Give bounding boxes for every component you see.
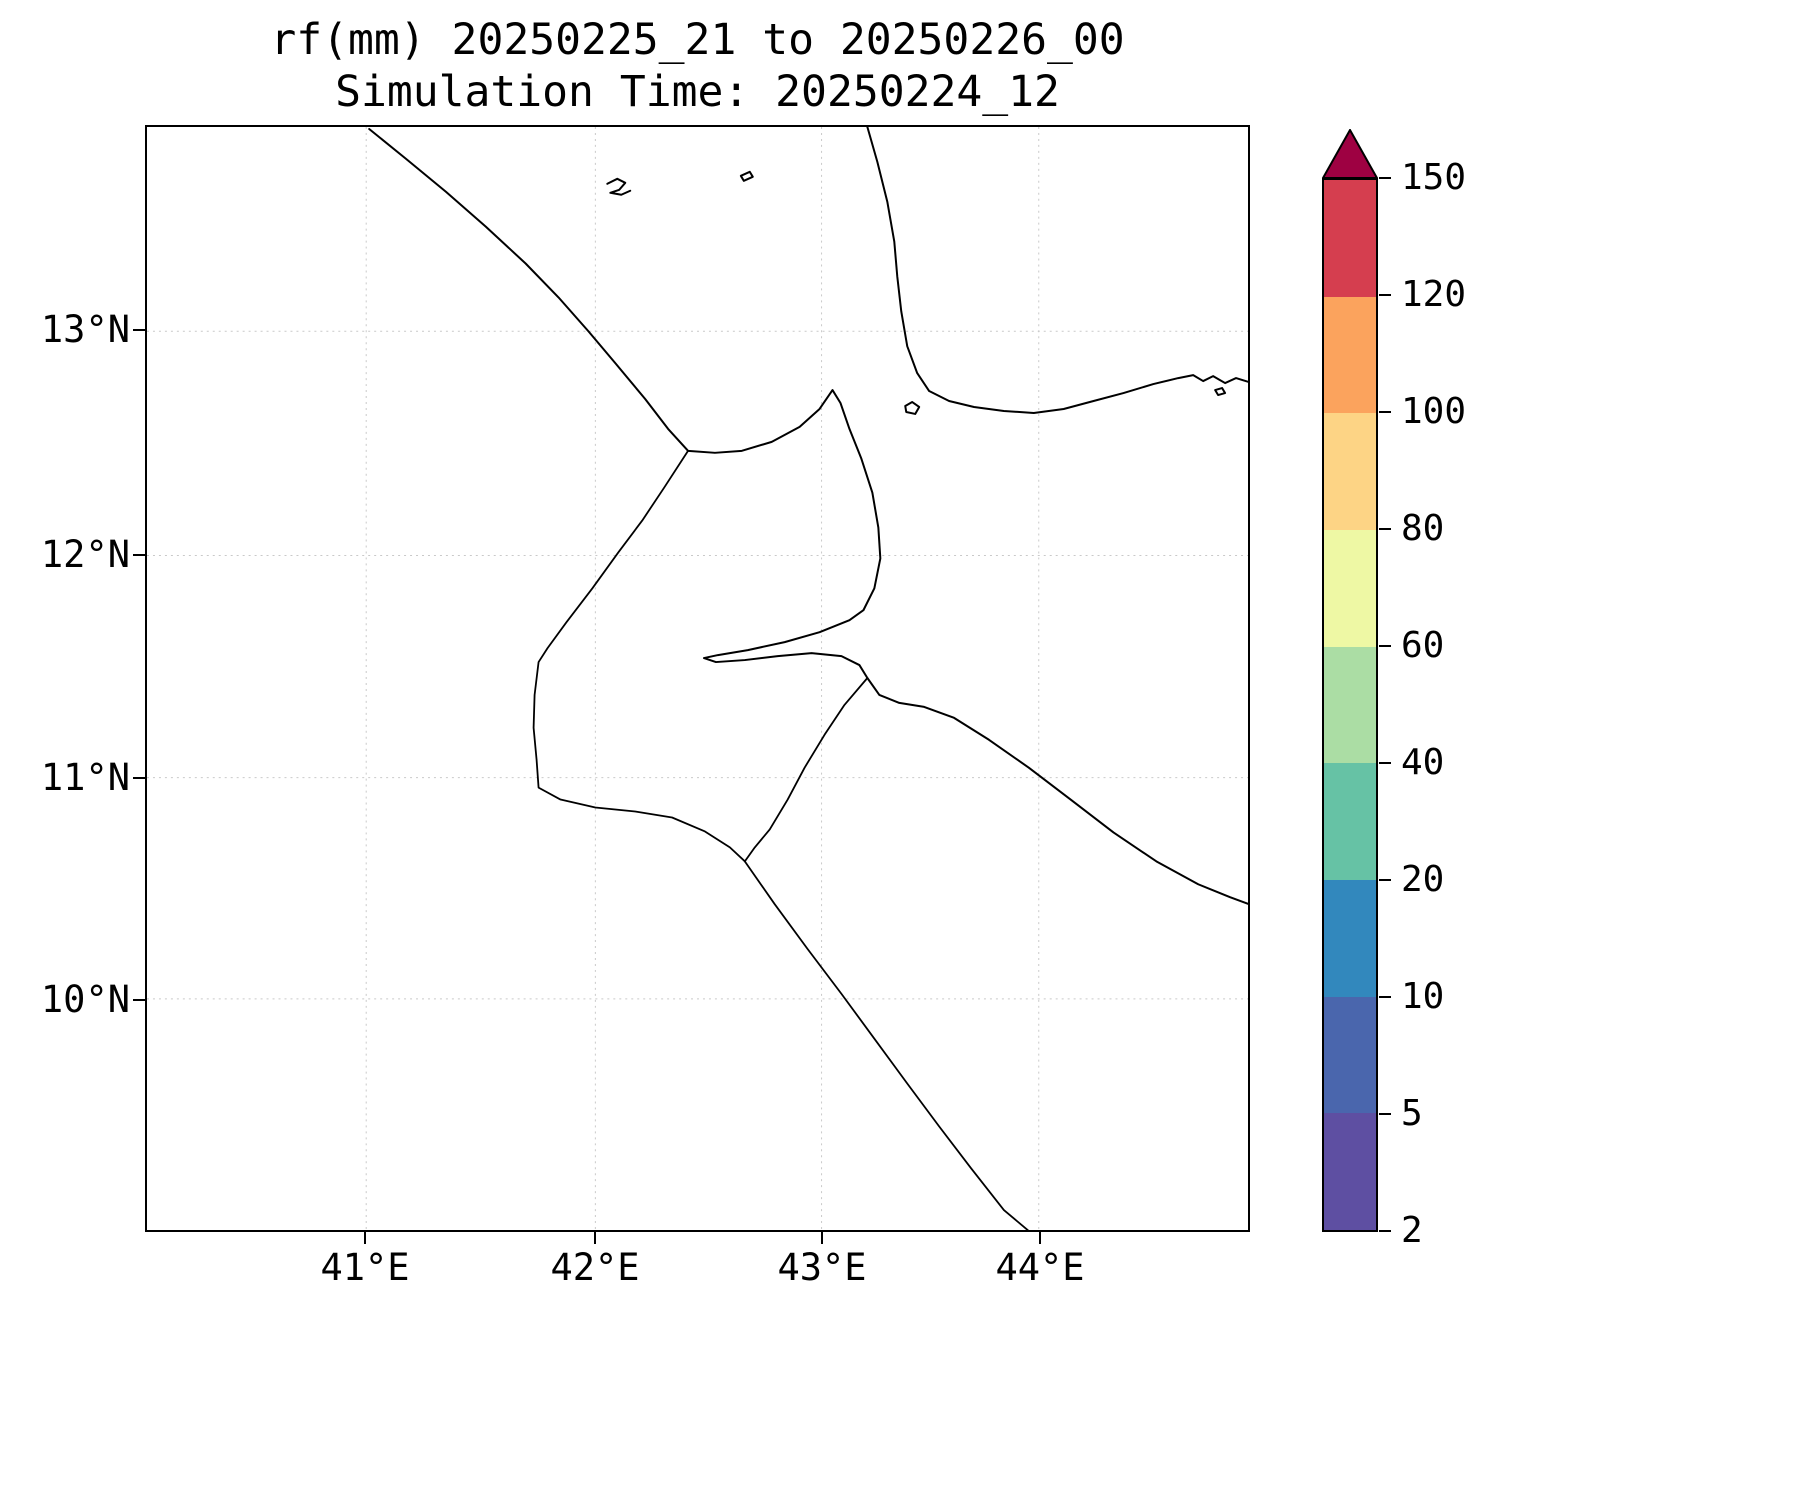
colorbar-tick-mark (1379, 762, 1391, 764)
colorbar-tick-mark (1379, 411, 1391, 413)
island-small-1-path (739, 170, 754, 182)
x-tick-mark (594, 1232, 596, 1244)
colorbar-band-20-40 (1324, 763, 1376, 881)
x-tick-label: 41°E (320, 1246, 410, 1289)
colorbar-tick-mark (1379, 879, 1391, 881)
colorbar-band-40-60 (1324, 646, 1376, 764)
plot-title: rf(mm) 20250225_21 to 20250226_00 (270, 15, 1125, 65)
coast-squiggle-path (606, 177, 632, 196)
colorbar-tick-label: 100 (1401, 391, 1467, 432)
plot-subtitle: Simulation Time: 20250224_12 (335, 67, 1060, 118)
border-east-path (743, 677, 869, 863)
border-south-path (743, 860, 1030, 1230)
colorbar-band-10-20 (1324, 880, 1376, 997)
colorbar-tick-label: 40 (1401, 742, 1445, 783)
y-tick-label: 11°N (40, 756, 130, 799)
colorbar-tick-label: 20 (1401, 859, 1445, 900)
title-block: rf(mm) 20250225_21 to 20250226_00 Simula… (145, 14, 1250, 119)
colorbar-tick-mark (1379, 177, 1391, 179)
colorbar-tick-label: 10 (1401, 976, 1445, 1017)
map-plot-area (145, 125, 1250, 1232)
y-tick-mark (133, 554, 145, 556)
colorbar-over-arrow (1322, 129, 1378, 179)
colorbar-band-100-120 (1324, 296, 1376, 414)
colorbar-band-120-150 (1324, 180, 1376, 297)
border-west-path (532, 449, 746, 863)
coastline-africa-path (368, 127, 1248, 905)
y-tick-mark (133, 777, 145, 779)
x-tick-label: 43°E (777, 1246, 867, 1289)
colorbar-tick-mark (1379, 996, 1391, 998)
y-tick-label: 10°N (40, 978, 130, 1021)
colorbar-tick-mark (1379, 528, 1391, 530)
colorbar-band-5-10 (1324, 996, 1376, 1114)
colorbar-tick-label: 60 (1401, 625, 1445, 666)
colorbar-tick-mark (1379, 1230, 1391, 1232)
colorbar-tick-label: 5 (1401, 1093, 1423, 1134)
island-small-2-path (1214, 387, 1227, 397)
y-tick-label: 12°N (40, 533, 130, 576)
colorbar-band-60-80 (1324, 530, 1376, 647)
colorbar-extend-triangle (1322, 129, 1378, 179)
colorbar-band-80-100 (1324, 413, 1376, 531)
island-perim-path (904, 401, 921, 415)
colorbar-tick-label: 2 (1401, 1210, 1423, 1251)
y-tick-label: 13°N (40, 308, 130, 351)
y-tick-mark (133, 329, 145, 331)
x-tick-label: 44°E (995, 1246, 1085, 1289)
colorbar-tick-mark (1379, 645, 1391, 647)
x-tick-mark (821, 1232, 823, 1244)
map-canvas (147, 127, 1248, 1230)
colorbar-tick-label: 150 (1401, 157, 1467, 198)
colorbar (1322, 178, 1378, 1232)
x-tick-mark (1039, 1232, 1041, 1244)
y-tick-mark (133, 999, 145, 1001)
colorbar-tick-mark (1379, 1113, 1391, 1115)
colorbar-tick-label: 120 (1401, 274, 1467, 315)
coastline-yemen-path (866, 127, 1248, 414)
x-tick-mark (364, 1232, 366, 1244)
x-tick-label: 42°E (550, 1246, 640, 1289)
colorbar-tick-mark (1379, 294, 1391, 296)
colorbar-band-2-5 (1324, 1113, 1376, 1231)
colorbar-tick-label: 80 (1401, 508, 1445, 549)
